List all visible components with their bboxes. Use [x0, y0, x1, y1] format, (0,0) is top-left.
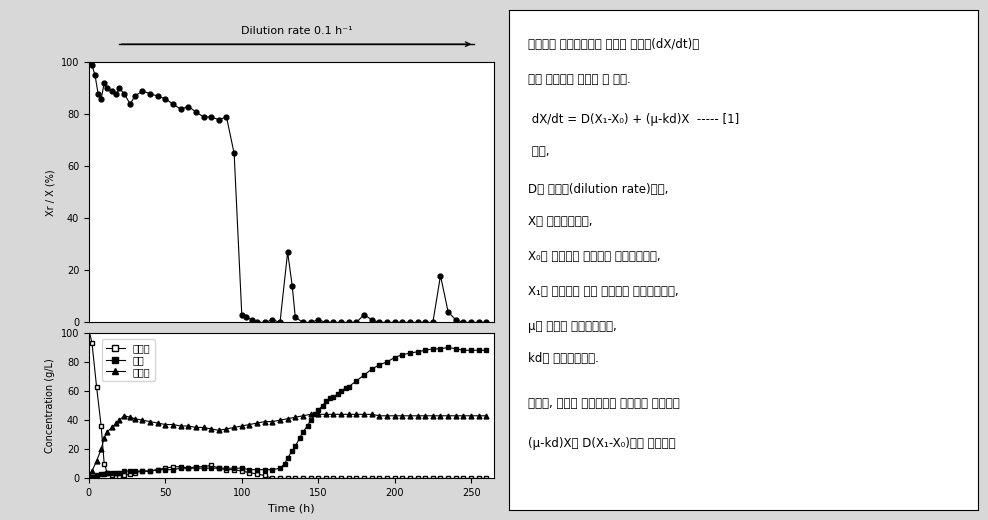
Text: kd는 사멸속도이다.: kd는 사멸속도이다.	[528, 353, 599, 366]
Y-axis label: Concentration (g/L): Concentration (g/L)	[45, 358, 55, 453]
Legend: 포도당, 균체, 알코올: 포도당, 균체, 알코올	[102, 339, 154, 381]
X-axis label: Time (h): Time (h)	[268, 504, 315, 514]
Text: 여기서, 균체의 쓸집현상을 방지하기 위해서는: 여기서, 균체의 쓸집현상을 방지하기 위해서는	[528, 397, 680, 410]
Y-axis label: Xr / X (%): Xr / X (%)	[45, 169, 55, 216]
Text: 다음 수식으로 표현할 수 있다.: 다음 수식으로 표현할 수 있다.	[528, 73, 630, 86]
Text: Dilution rate 0.1 h⁻¹: Dilution rate 0.1 h⁻¹	[241, 27, 352, 36]
Text: D는 희석율(dilution rate)이며,: D는 희석율(dilution rate)이며,	[528, 183, 668, 196]
Text: dX/dt = D(X₁-X₀) + (μ-kd)X  ----- [1]: dX/dt = D(X₁-X₀) + (μ-kd)X ----- [1]	[528, 113, 739, 126]
Text: 반응기의 단위부피에서 균체의 증식률(dX/dt)은: 반응기의 단위부피에서 균체의 증식률(dX/dt)은	[528, 38, 699, 51]
Text: X는 균체농도이고,: X는 균체농도이고,	[528, 215, 592, 228]
Text: X₁은 반응기로 부터 유출되는 균체농도이고,: X₁은 반응기로 부터 유출되는 균체농도이고,	[528, 285, 678, 298]
Text: μ는 균체의 생성속도이며,: μ는 균체의 생성속도이며,	[528, 320, 617, 333]
Text: 이때,: 이때,	[528, 145, 549, 158]
Text: (μ-kd)X가 D(X₁-X₀)보다 커야한다: (μ-kd)X가 D(X₁-X₀)보다 커야한다	[528, 437, 675, 450]
Text: X₀는 반응기로 유입되는 균체농도이며,: X₀는 반응기로 유입되는 균체농도이며,	[528, 250, 660, 263]
